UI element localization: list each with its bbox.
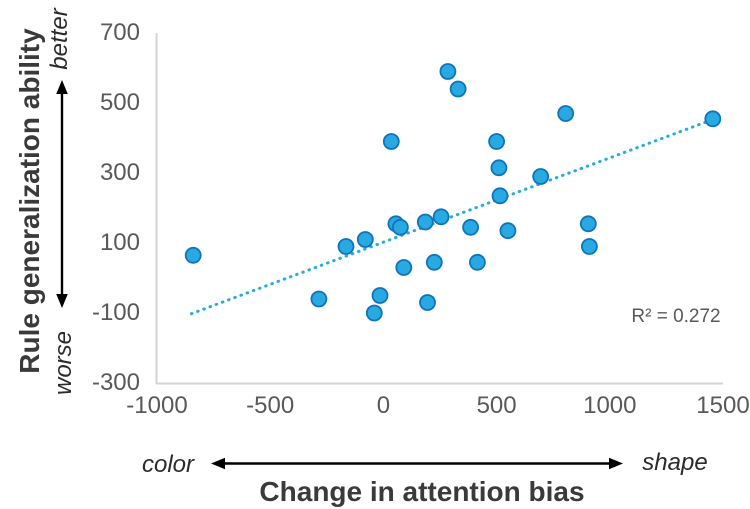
data-point (491, 187, 509, 205)
data-point (382, 133, 400, 150)
x-tick-label: -1000 (126, 392, 188, 419)
trend-line (189, 120, 707, 316)
y-tick-label: -300 (91, 369, 140, 396)
data-point (356, 231, 374, 248)
y-tick-label: -100 (91, 299, 140, 326)
y-direction-arrow (56, 80, 68, 308)
data-point (488, 133, 506, 150)
data-point (371, 287, 389, 304)
data-point (468, 253, 486, 271)
y-better-label: better (46, 8, 73, 70)
y-tick-label: 100 (99, 229, 140, 256)
x-arrow-head-left-icon (211, 457, 225, 470)
x-tick-label: 500 (476, 392, 517, 419)
data-point (395, 259, 413, 276)
x-shape-label: shape (642, 449, 708, 476)
x-direction-arrow (211, 457, 623, 470)
data-point (557, 105, 575, 122)
data-point (449, 80, 467, 98)
data-point (416, 213, 434, 231)
data-point (365, 304, 383, 322)
data-point (581, 238, 598, 255)
data-point (391, 218, 409, 236)
y-axis-title: Rule generalization ability (14, 28, 45, 374)
data-points (184, 63, 722, 322)
x-arrow-head-right-icon (609, 457, 623, 470)
y-arrow-head-down-icon (56, 294, 68, 308)
data-point (310, 290, 328, 308)
y-tick-label: 700 (99, 19, 140, 46)
x-tick-label: 0 (376, 392, 391, 419)
data-point (704, 110, 722, 128)
y-arrow-head-up-icon (56, 80, 68, 94)
data-point (499, 222, 517, 240)
x-tick-label: 1500 (696, 392, 750, 419)
data-point (432, 208, 450, 226)
x-tick-label: -500 (246, 392, 295, 419)
y-tick-label: 500 (99, 89, 140, 116)
data-point (579, 215, 597, 233)
data-point (425, 253, 443, 271)
y-worse-label: worse (50, 330, 77, 396)
y-tick-label: 300 (99, 159, 140, 186)
x-color-label: color (141, 451, 195, 478)
data-point (439, 63, 457, 80)
data-point (462, 218, 480, 236)
data-point (532, 168, 550, 185)
data-point (490, 159, 508, 177)
x-axis-title: Change in attention bias (259, 476, 585, 507)
data-point (419, 294, 436, 311)
data-point (337, 238, 355, 255)
r-squared-annotation: R² = 0.272 (631, 306, 721, 327)
x-tick-label: 1000 (583, 392, 637, 419)
data-point (184, 246, 202, 264)
